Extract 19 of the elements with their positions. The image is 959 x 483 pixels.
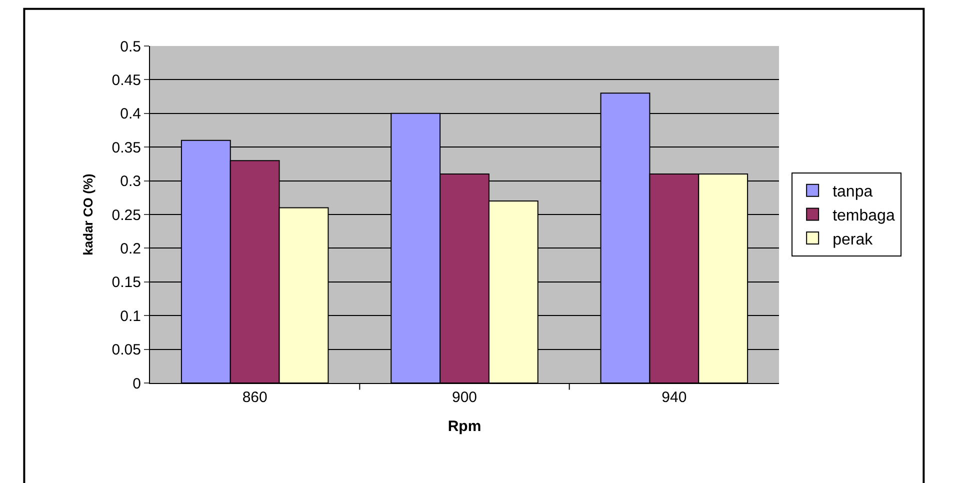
y-tick-label: 0.15 [112,274,141,292]
y-tick-label: 0.1 [120,308,141,325]
y-tick-label: 0.5 [120,38,141,56]
legend-label: perak [832,231,874,248]
legend-label: tembaga [832,207,895,224]
y-tick-label: 0 [132,375,141,392]
y-tick-label: 0.35 [112,139,141,156]
legend-label: tanpa [832,184,873,201]
y-axis-title: kadar CO (%) [80,174,96,256]
x-tick-label: 940 [662,389,687,406]
y-tick-label: 0.3 [120,173,141,190]
y-tick-label: 0.2 [120,240,141,258]
y-tick-label: 0.45 [112,72,141,89]
y-tick-label: 0.4 [120,106,141,123]
x-axis-title: Rpm [448,418,482,435]
y-tick-label: 0.25 [112,206,141,224]
y-tick-label: 0.05 [112,342,141,359]
x-tick-label: 900 [452,389,478,406]
x-tick-label: 860 [242,389,268,406]
